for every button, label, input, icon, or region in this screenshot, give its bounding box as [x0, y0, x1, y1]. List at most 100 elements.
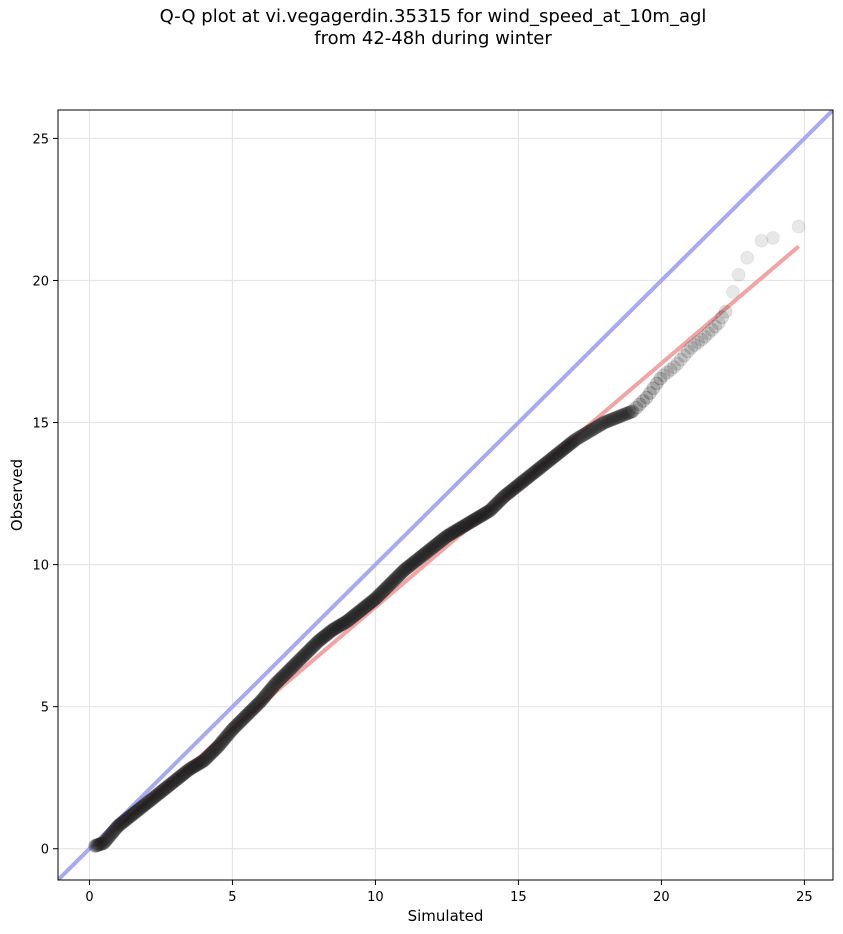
data-point: [625, 404, 640, 419]
data-point: [379, 580, 394, 595]
data-point: [205, 745, 220, 760]
data-point: [492, 493, 507, 508]
data-point: [694, 332, 709, 347]
data-point: [417, 547, 432, 562]
data-point: [425, 540, 440, 555]
data-point: [604, 412, 619, 427]
data-point: [214, 736, 229, 751]
data-point: [235, 712, 250, 727]
data-point: [246, 701, 261, 716]
data-point: [557, 441, 572, 456]
data-point: [312, 633, 327, 648]
data-point: [422, 542, 437, 557]
data-point: [666, 360, 681, 375]
data-point: [93, 837, 108, 852]
data-point: [427, 539, 442, 554]
data-point: [349, 606, 364, 621]
data-point: [474, 508, 489, 523]
data-point: [289, 655, 304, 670]
data-point: [193, 755, 208, 770]
data-point: [442, 527, 457, 542]
data-point: [278, 667, 293, 682]
data-point: [129, 804, 144, 819]
data-point: [111, 819, 126, 834]
data-point: [691, 335, 706, 350]
data-point: [368, 591, 383, 606]
data-point: [673, 352, 688, 367]
data-point: [680, 344, 695, 359]
data-point: [264, 682, 279, 697]
data-point: [514, 475, 529, 490]
data-point: [431, 536, 446, 551]
data-point: [272, 672, 287, 687]
data-point: [532, 461, 547, 476]
data-point: [339, 614, 354, 629]
data-point: [241, 706, 256, 721]
data-point: [261, 685, 276, 700]
data-point: [515, 474, 530, 489]
data-point: [538, 456, 553, 471]
data-point: [202, 747, 217, 762]
data-point: [135, 799, 150, 814]
data-point: [528, 464, 543, 479]
data-point: [457, 518, 472, 533]
data-point: [439, 529, 454, 544]
data-point: [189, 757, 204, 772]
data-point: [132, 801, 147, 816]
data-point: [231, 716, 246, 731]
data-point: [271, 674, 286, 689]
data-point: [309, 635, 324, 650]
data-point: [377, 583, 392, 598]
x-tick-label: 20: [653, 890, 670, 905]
data-point: [441, 528, 456, 543]
x-tick-label: 15: [510, 890, 527, 905]
data-point: [469, 511, 484, 526]
data-point: [725, 284, 740, 299]
data-point: [143, 792, 158, 807]
data-point: [618, 407, 633, 422]
data-point: [218, 730, 233, 745]
data-point: [398, 562, 413, 577]
data-point: [192, 756, 207, 771]
data-point: [199, 750, 214, 765]
data-point: [99, 832, 114, 847]
data-point: [158, 781, 173, 796]
data-point: [571, 430, 586, 445]
x-tick-label: 25: [796, 890, 813, 905]
data-point: [314, 632, 329, 647]
data-point: [169, 772, 184, 787]
data-point: [687, 338, 702, 353]
y-tick-label: 0: [41, 843, 49, 858]
data-point: [418, 546, 433, 561]
data-point: [98, 834, 113, 849]
data-point: [306, 638, 321, 653]
data-point: [226, 720, 241, 735]
data-point: [232, 715, 247, 730]
data-point: [639, 390, 654, 405]
data-point: [179, 764, 194, 779]
data-point: [113, 816, 128, 831]
data-point: [481, 504, 496, 519]
data-point: [195, 754, 210, 769]
data-point: [414, 549, 429, 564]
data-point: [409, 553, 424, 568]
data-point: [159, 780, 174, 795]
data-point: [325, 622, 340, 637]
data-point: [565, 434, 580, 449]
data-point: [527, 465, 542, 480]
data-point: [464, 514, 479, 529]
x-tick-label: 10: [367, 890, 384, 905]
data-point: [365, 593, 380, 608]
data-point: [518, 472, 533, 487]
data-point: [660, 365, 675, 380]
data-point: [336, 616, 351, 631]
data-point: [284, 661, 299, 676]
data-point: [315, 630, 330, 645]
data-point: [203, 746, 218, 761]
data-point: [172, 770, 187, 785]
data-point: [544, 451, 559, 466]
data-point: [399, 561, 414, 576]
data-point: [171, 771, 186, 786]
data-point: [318, 628, 333, 643]
data-point: [191, 757, 206, 772]
